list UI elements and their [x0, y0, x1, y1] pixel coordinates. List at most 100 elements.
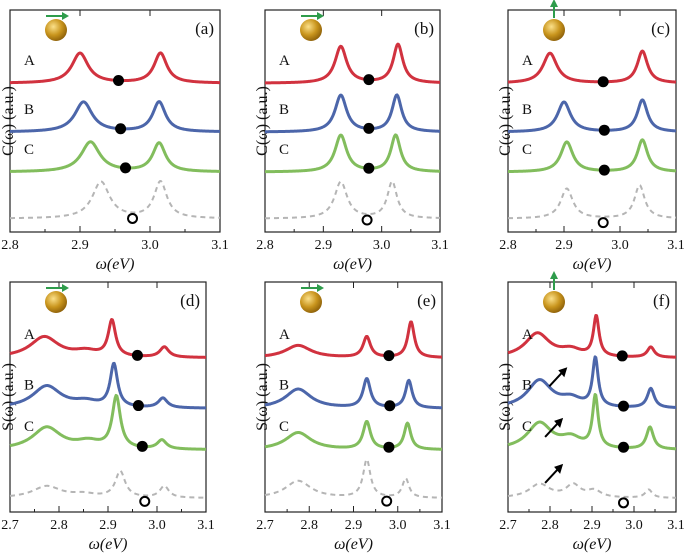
x-tick-label: 3.1 [667, 238, 685, 253]
curve-b [9, 100, 221, 133]
curve-ref [264, 458, 443, 499]
curve-ref [264, 180, 441, 220]
curve-label-b: B [24, 102, 34, 118]
panel-label: (b) [414, 19, 434, 38]
x-tick-label: 3.0 [389, 518, 407, 533]
x-tick-label: 2.8 [541, 518, 559, 533]
dipole-arrowhead-icon [317, 12, 324, 20]
panel-label: (a) [195, 19, 214, 38]
x-tick-label: 3.1 [211, 238, 229, 253]
panel-b: 2.8 2.9 3.0 3.1 ω(eV) C(ω) (a.u.) (b) A B C [254, 9, 449, 273]
dipole-arrowhead-icon [317, 284, 324, 292]
annotation-arrow-icon [548, 371, 564, 387]
curve-a [264, 320, 443, 359]
x-tick-label: 2.8 [256, 238, 274, 253]
curve-label-a: A [279, 327, 290, 343]
x-tick-label: 3.0 [625, 518, 643, 533]
curve-label-c: C [24, 419, 34, 435]
marker-filled [616, 350, 628, 362]
marker-open [139, 495, 151, 507]
curve-label-c: C [279, 419, 289, 435]
marker-filled [363, 74, 375, 86]
curve-c [9, 140, 221, 173]
x-axis-title: ω(eV) [573, 256, 612, 273]
marker-filled [597, 76, 609, 88]
curve-label-a: A [522, 53, 533, 69]
curve-c [264, 133, 441, 174]
x-tick-label: 2.7 [499, 518, 517, 533]
marker-filled [598, 164, 610, 176]
x-tick-label: 2.9 [345, 518, 363, 533]
marker-filled [618, 441, 629, 453]
annotation-arrow-icon [544, 468, 559, 484]
dipole-arrowhead-icon [550, 271, 558, 279]
curve-label-a: A [24, 327, 35, 343]
curve-a [507, 49, 677, 84]
y-axis-title: S(ω) (a.u.) [0, 363, 17, 431]
x-tick-label: 2.8 [1, 238, 19, 253]
nanoparticle-icon [543, 291, 565, 313]
curve-label-b: B [24, 377, 34, 393]
curve-label-a: A [24, 53, 35, 69]
x-tick-label: 3.1 [667, 518, 685, 533]
marker-filled [363, 122, 375, 134]
nanoparticle-icon [45, 291, 67, 313]
x-tick-label: 2.9 [71, 238, 89, 253]
marker-filled [131, 349, 143, 361]
nanoparticle-icon [45, 19, 67, 41]
x-tick-label: 3.1 [431, 238, 449, 253]
x-tick-label: 2.9 [555, 238, 573, 253]
curve-c [9, 393, 207, 451]
marker-open [597, 217, 609, 229]
marker-filled [113, 74, 124, 86]
annotation-arrowhead-icon [554, 417, 564, 428]
panel-label: (d) [180, 291, 200, 310]
plot-frame [9, 9, 221, 233]
nanoparticle-icon [300, 291, 322, 313]
marker-filled [120, 162, 131, 174]
plot-frame [264, 281, 443, 513]
curve-c [507, 138, 677, 174]
plot-frame [9, 281, 207, 513]
x-tick-label: 3.0 [611, 238, 629, 253]
curve-label-c: C [522, 419, 532, 435]
curve-a [507, 313, 677, 359]
annotation-arrowhead-icon [558, 367, 568, 378]
marker-open [361, 214, 373, 226]
x-axis-title: ω(eV) [334, 536, 373, 553]
curve-label-a: A [522, 327, 533, 343]
x-tick-label: 3.1 [197, 518, 215, 533]
x-tick-label: 2.7 [1, 518, 19, 533]
panel-label: (e) [417, 291, 436, 310]
marker-filled [618, 400, 629, 412]
marker-filled [383, 350, 395, 362]
dipole-arrowhead-icon [62, 284, 69, 292]
panel-f: 2.7 2.8 2.9 3.0 3.1 ω(eV) S(ω) (a.u.) (f) A B C [497, 271, 685, 553]
x-tick-label: 3.0 [141, 238, 159, 253]
marker-filled [598, 124, 610, 136]
panel-d: 2.7 2.8 2.9 3.0 3.1 ω(eV) S(ω) (a.u.) (d) A B C [0, 281, 215, 553]
marker-open [381, 495, 393, 507]
x-tick-label: 3.0 [373, 238, 391, 253]
y-axis-title: C(ω) (a.u.) [497, 86, 514, 156]
curve-label-b: B [279, 377, 289, 393]
x-tick-label: 2.7 [256, 518, 274, 533]
y-axis-title: C(ω) (a.u.) [254, 86, 271, 156]
marker-open [127, 212, 138, 224]
curve-label-b: B [522, 102, 532, 118]
marker-filled [383, 441, 395, 453]
x-axis-title: ω(eV) [89, 536, 128, 553]
y-axis-title: S(ω) (a.u.) [254, 363, 271, 431]
x-tick-label: 2.9 [315, 238, 333, 253]
marker-filled [384, 400, 396, 412]
x-tick-label: 2.9 [583, 518, 601, 533]
panel-a: 2.8 2.9 3.0 3.1 ω(eV) C(ω) (a.u.) (a) A B C [0, 9, 229, 273]
curve-c [507, 393, 677, 451]
curve-ref [507, 482, 677, 499]
y-axis-title: C(ω) (a.u.) [0, 86, 17, 156]
curve-label-c: C [24, 142, 34, 158]
panel-e: 2.7 2.8 2.9 3.0 3.1 ω(eV) S(ω) (a.u.) (e) A B C [254, 281, 451, 553]
dipole-arrowhead-icon [62, 12, 69, 20]
x-axis-title: ω(eV) [333, 256, 372, 273]
